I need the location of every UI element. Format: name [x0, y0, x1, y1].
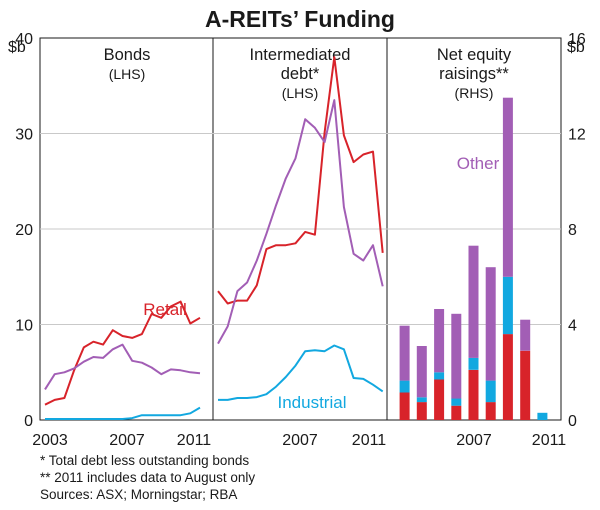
bar-segment-2005: [434, 309, 445, 373]
x-tick-label: 2011: [352, 432, 387, 449]
left-y-tick-label: 20: [15, 222, 33, 239]
bar-segment-2004: [416, 346, 427, 398]
bar-segment-2009: [502, 97, 513, 277]
x-tick-label: 2007: [109, 432, 145, 449]
bar-segment-2004: [416, 397, 427, 403]
bar-segment-2008: [485, 402, 496, 420]
left-y-tick-label: 30: [15, 127, 33, 144]
right-y-tick-label: 4: [568, 318, 577, 335]
panel-equity-title-line1: Net equity: [437, 46, 512, 64]
left-y-tick-label: 10: [15, 318, 33, 335]
bar-segment-2008: [485, 267, 496, 381]
bar-segment-2007: [468, 245, 479, 358]
bar-segment-2010: [520, 319, 531, 351]
right-y-tick-label: 0: [568, 413, 577, 430]
panel-bonds-title: Bonds: [104, 46, 151, 64]
right-y-tick-label: 12: [568, 127, 586, 144]
series-line-p1-0: [217, 56, 384, 305]
panel-equity-title-line2: raisings**: [439, 65, 509, 83]
panel-bonds-subtitle: (LHS): [109, 66, 146, 82]
bar-segment-2010: [520, 350, 531, 420]
series-label-other: Other: [457, 154, 500, 173]
right-y-tick-label: 8: [568, 222, 577, 239]
bar-segment-2007: [468, 369, 479, 420]
left-y-tick-label: 0: [24, 413, 33, 430]
bar-segment-2005: [434, 372, 445, 380]
left-y-tick-label: 40: [15, 31, 33, 48]
x-tick-label: 2011: [177, 432, 212, 449]
right-axis-unit: $b: [567, 39, 585, 56]
equity-bars: [399, 97, 548, 420]
bar-segment-2006: [451, 405, 462, 420]
x-tick-label: 2007: [456, 432, 492, 449]
series-line-p0-1: [44, 343, 201, 390]
panel-debt-subtitle: (LHS): [282, 85, 319, 101]
right-y-tick-label: 16: [568, 31, 586, 48]
panel-equity-subtitle: (RHS): [455, 85, 494, 101]
bar-segment-2011: [537, 412, 548, 420]
panel-debt-title-line1: Intermediated: [250, 46, 351, 64]
x-tick-label: 2011: [532, 432, 567, 449]
bar-segment-2007: [468, 357, 479, 370]
series-label-retail: Retail: [143, 300, 186, 319]
x-tick-label: 2007: [282, 432, 318, 449]
series-label-industrial: Industrial: [278, 393, 347, 412]
bar-segment-2009: [502, 276, 513, 335]
chart-title: A-REITs’ Funding: [205, 6, 395, 32]
bar-segment-2003: [399, 392, 410, 420]
series-line-p1-1: [217, 99, 384, 345]
y-tick-labels: 0 10 20 30 40 0 4 8 12 16: [15, 31, 586, 430]
panel-headers: Bonds (LHS) Intermediated debt* (LHS) Ne…: [104, 46, 512, 101]
bar-segment-2008: [485, 380, 496, 403]
series-line-p0-0: [44, 300, 201, 406]
sources-note: Sources: ASX; Morningstar; RBA: [40, 487, 238, 502]
bar-segment-2006: [451, 398, 462, 406]
series-line-p0-2: [45, 406, 201, 420]
bar-segment-2006: [451, 313, 462, 399]
bar-segment-2009: [502, 334, 513, 420]
footnote-total-debt: * Total debt less outstanding bonds: [40, 453, 250, 468]
footnotes: * Total debt less outstanding bonds ** 2…: [40, 452, 255, 503]
bar-segment-2004: [416, 402, 427, 420]
series-lines: [44, 56, 384, 420]
x-tick-labels: 2003 2007 2011 2007 2011 2007 2011: [32, 432, 566, 449]
panel-debt-title-line2: debt*: [281, 65, 320, 83]
x-tick-label: 2003: [32, 432, 68, 449]
series-line-p1-2: [218, 344, 384, 401]
bar-segment-2005: [434, 379, 445, 420]
bar-segment-2003: [399, 380, 410, 393]
footnote-2011: ** 2011 includes data to August only: [40, 470, 256, 485]
left-axis-unit: $b: [8, 39, 26, 56]
bar-segment-2003: [399, 325, 410, 381]
